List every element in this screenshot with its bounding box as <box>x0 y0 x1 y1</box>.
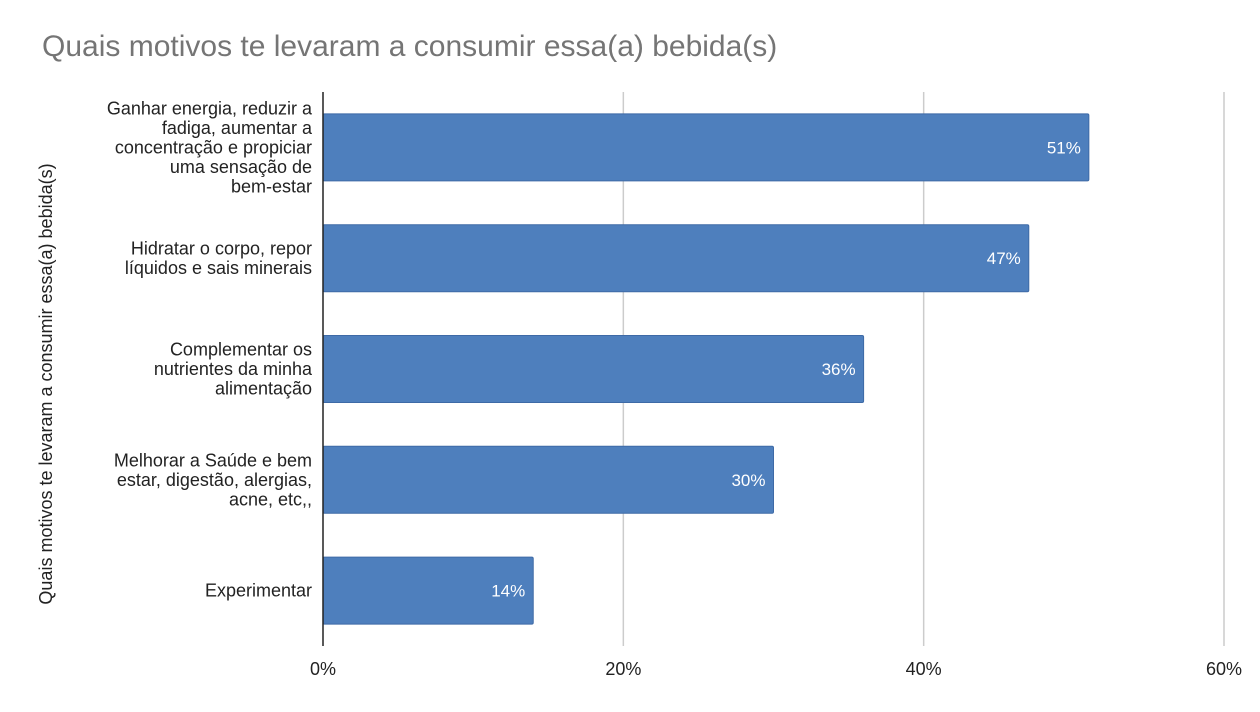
bar-value-label: 14% <box>491 582 525 601</box>
category-label-line: Complementar os <box>170 340 312 360</box>
category-label-line: Hidratar o corpo, repor <box>131 238 312 258</box>
category-label-line: bem-estar <box>231 176 312 196</box>
x-tick-label: 0% <box>310 659 336 679</box>
category-label: Melhorar a Saúde e bem estar, digestão, a… <box>114 450 312 509</box>
bar-value-label: 47% <box>987 249 1021 268</box>
category-label-line: concentração e propiciar <box>115 137 312 157</box>
bar <box>322 113 1090 182</box>
bar-value-label: 30% <box>731 471 765 490</box>
category-label: Ganhar energia, reduzir a fadiga, aumenta… <box>107 98 313 196</box>
category-label-line: líquidos e sais minerais <box>125 258 312 278</box>
x-tick-label: 40% <box>906 659 942 679</box>
category-label-line: estar, digestão, alergias, <box>117 470 312 490</box>
bar <box>322 224 1030 293</box>
category-label: Experimentar <box>205 581 312 601</box>
category-label-line: fadiga, aumentar a <box>162 118 313 138</box>
bar <box>322 335 865 403</box>
category-label-line: nutrientes da minha <box>154 359 313 379</box>
category-label: Hidratar o corpo, repor líquidos e sais m… <box>125 238 312 278</box>
category-label-line: uma sensação de <box>170 157 312 177</box>
category-label-line: Melhorar a Saúde e bem <box>114 450 312 470</box>
x-tick-label: 60% <box>1206 659 1242 679</box>
category-label-line: Experimentar <box>205 581 312 601</box>
x-tick-label: 20% <box>605 659 641 679</box>
y-axis-title: Quais motivos te levaram a consumir essa… <box>36 163 56 604</box>
category-label-line: alimentação <box>215 379 312 399</box>
chart-title: Quais motivos te levaram a consumir essa… <box>42 30 778 63</box>
category-label-line: acne, etc,, <box>229 489 312 509</box>
category-label: Complementar os nutrientes da minha alimen… <box>154 340 313 399</box>
category-label-line: Ganhar energia, reduzir a <box>107 98 313 118</box>
bar-value-label: 36% <box>822 360 856 379</box>
bar <box>322 445 774 514</box>
bar-value-label: 51% <box>1047 138 1081 157</box>
